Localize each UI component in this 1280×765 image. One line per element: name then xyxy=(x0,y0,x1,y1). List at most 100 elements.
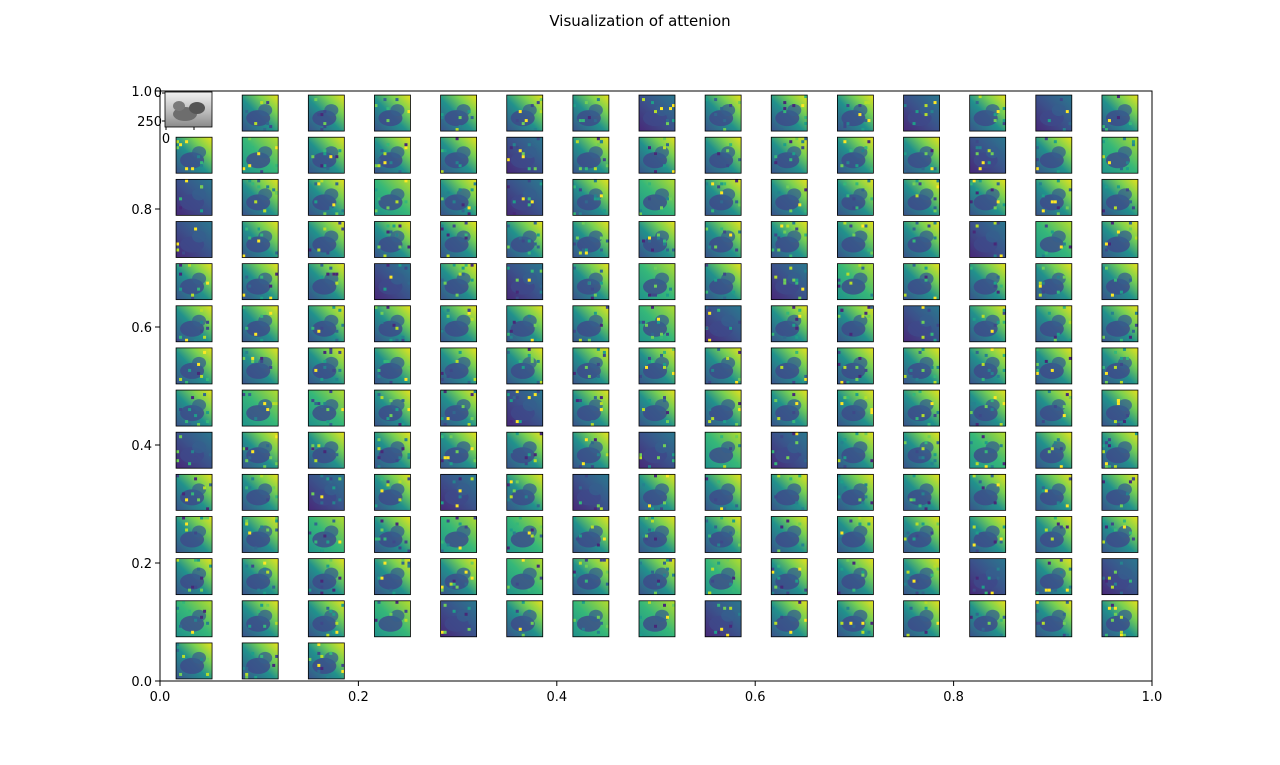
tile-pixel xyxy=(654,624,657,628)
tile-frame xyxy=(704,431,742,469)
tile-pixel xyxy=(275,462,279,466)
attention-tile xyxy=(837,431,874,469)
tile-pixel xyxy=(672,573,675,577)
tile-pixel xyxy=(446,543,450,547)
tile-pixel xyxy=(930,167,934,171)
tile-blob xyxy=(1117,483,1132,496)
tile-frame xyxy=(770,347,808,385)
tile-pixel xyxy=(975,152,979,156)
tile-pixel xyxy=(449,585,453,589)
tile-blob xyxy=(588,230,603,243)
tile-pixel xyxy=(443,456,447,460)
attention-tile xyxy=(175,558,213,596)
tile-pixel xyxy=(389,338,393,342)
tile-pixel xyxy=(843,438,847,442)
tile-pixel xyxy=(870,251,874,255)
tile-pixel xyxy=(263,567,267,571)
tile-pixel xyxy=(969,441,973,445)
tile-pixel xyxy=(666,615,669,619)
tile-pixel xyxy=(1068,567,1072,571)
tile-pixel xyxy=(464,570,468,574)
tile-pixel xyxy=(648,359,651,363)
tile-pixel xyxy=(861,570,865,574)
tile-frame xyxy=(1035,558,1073,596)
tile-pixel xyxy=(320,585,324,589)
attention-tile xyxy=(704,558,742,596)
tile-pixel xyxy=(332,368,336,372)
tile-pixel xyxy=(1131,329,1135,333)
tile-pixel xyxy=(335,272,339,276)
attention-tile xyxy=(1035,600,1073,638)
tile-pixel xyxy=(843,380,847,384)
tile-pixel xyxy=(1035,146,1039,150)
tile-frame xyxy=(506,600,544,638)
tile-pixel xyxy=(200,209,204,213)
tile-blob xyxy=(655,483,669,496)
attention-tile xyxy=(506,221,544,258)
tile-pixel xyxy=(1134,323,1138,327)
tile-pixel xyxy=(723,296,727,300)
tile-pixel xyxy=(774,495,778,499)
tile-pixel xyxy=(518,359,522,363)
tile-pixel xyxy=(467,206,471,210)
tile-pixel xyxy=(771,332,775,336)
tile-pixel xyxy=(272,486,276,490)
tile-frame xyxy=(969,305,1007,343)
tile-pixel xyxy=(915,417,919,421)
tile-pixel xyxy=(777,248,781,252)
tile-frame xyxy=(307,178,345,216)
tile-pixel xyxy=(1050,368,1054,372)
tile-pixel xyxy=(1113,582,1117,586)
tile-pixel xyxy=(599,408,603,412)
tile-pixel xyxy=(275,191,279,195)
attention-tile xyxy=(770,347,808,385)
tile-pixel xyxy=(1041,489,1045,493)
tile-pixel xyxy=(771,606,775,610)
tile-pixel xyxy=(924,275,928,279)
tile-frame xyxy=(770,263,808,301)
tile-pixel xyxy=(383,161,387,165)
tile-pixel xyxy=(1113,278,1117,282)
tile-pixel xyxy=(266,603,270,607)
tile-pixel xyxy=(843,396,847,400)
tile-pixel xyxy=(326,633,330,637)
tile-frame xyxy=(837,558,874,596)
tile-pixel xyxy=(275,251,279,255)
tile-pixel xyxy=(527,143,531,147)
tile-pixel xyxy=(798,453,802,457)
tile-frame xyxy=(1101,600,1139,638)
tile-pixel xyxy=(275,654,279,658)
tile-pixel xyxy=(936,365,940,369)
tile-frame xyxy=(374,263,411,301)
tile-pixel xyxy=(323,125,327,129)
tile-pixel xyxy=(581,600,585,604)
tile-pixel xyxy=(783,230,787,234)
tile-pixel xyxy=(206,516,210,520)
tile-pixel xyxy=(245,519,249,523)
tile-pixel xyxy=(1002,402,1006,406)
tile-pixel xyxy=(248,456,252,460)
tile-pixel xyxy=(533,459,537,463)
tile-pixel xyxy=(380,396,384,400)
tile-pixel xyxy=(717,624,721,628)
tile-pixel xyxy=(530,200,534,204)
tile-pixel xyxy=(804,459,808,463)
tile-pixel xyxy=(984,450,988,454)
tile-pixel xyxy=(708,534,712,538)
attention-tile xyxy=(704,94,742,132)
tile-pixel xyxy=(999,254,1003,258)
tile-pixel xyxy=(326,675,330,679)
tile-pixel xyxy=(539,269,543,273)
tile-pixel xyxy=(536,101,540,105)
tile-pixel xyxy=(593,167,597,171)
tile-pixel xyxy=(840,531,844,535)
tile-frame xyxy=(572,305,610,343)
tile-frame xyxy=(374,94,411,132)
tile-pixel xyxy=(272,585,276,589)
tile-pixel xyxy=(527,179,531,183)
tile-pixel xyxy=(245,486,249,490)
tile-blob xyxy=(522,188,537,201)
tile-pixel xyxy=(446,519,450,523)
tile-pixel xyxy=(783,278,787,282)
attention-tile xyxy=(837,558,874,596)
